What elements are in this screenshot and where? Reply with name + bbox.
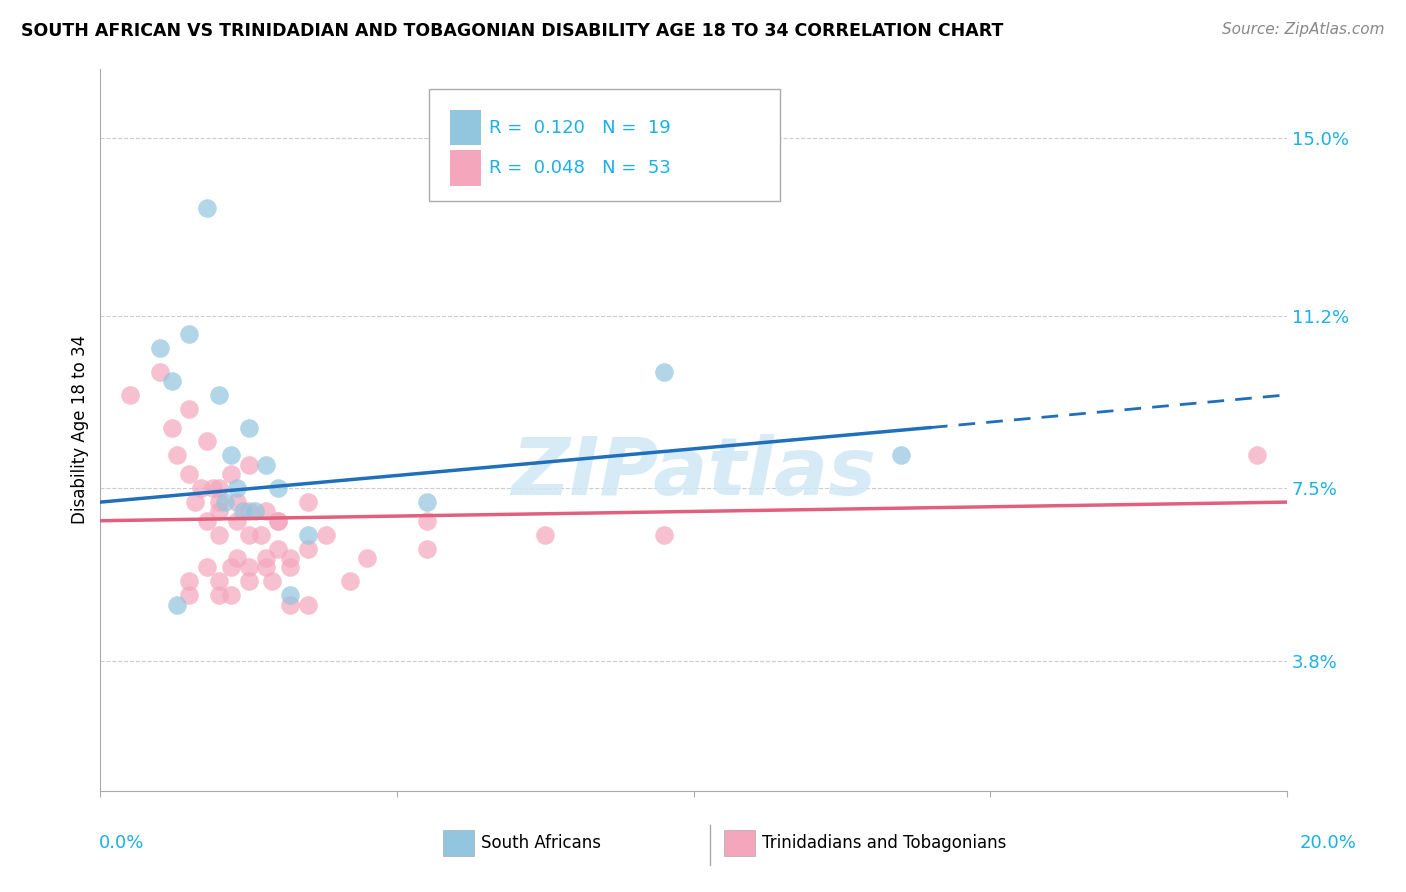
Point [160,420,183,434]
Point [149,365,172,379]
Point [208,588,231,602]
Point [225,514,247,528]
Point [208,504,231,518]
Point [267,481,290,495]
Point [238,458,260,472]
Point [238,504,260,518]
Point [267,514,290,528]
Point [339,574,361,589]
Point [278,560,301,574]
Point [278,598,301,612]
Point [267,541,290,556]
Point [179,467,201,482]
Point [297,495,319,509]
Point [315,527,337,541]
Text: SOUTH AFRICAN VS TRINIDADIAN AND TOBAGONIAN DISABILITY AGE 18 TO 34 CORRELATION : SOUTH AFRICAN VS TRINIDADIAN AND TOBAGON… [21,22,1004,40]
Point [166,598,188,612]
Point [652,527,675,541]
Point [1246,449,1268,463]
Y-axis label: Disability Age 18 to 34: Disability Age 18 to 34 [72,335,89,524]
Point [190,481,212,495]
Point [256,560,278,574]
Point [238,560,260,574]
Text: R =  0.120   N =  19: R = 0.120 N = 19 [489,119,671,136]
Point [195,434,218,449]
Point [208,388,231,402]
Point [208,527,231,541]
Point [160,374,183,388]
Point [534,527,557,541]
Point [267,514,290,528]
Point [256,458,278,472]
Point [249,527,271,541]
Point [219,449,242,463]
Point [195,202,218,216]
Text: R =  0.048   N =  53: R = 0.048 N = 53 [489,159,671,177]
Point [652,365,675,379]
Point [262,574,284,589]
Point [179,574,201,589]
Text: South Africans: South Africans [481,834,600,852]
Point [297,527,319,541]
Point [297,598,319,612]
Point [256,551,278,566]
Point [179,401,201,416]
Point [238,574,260,589]
Point [356,551,378,566]
Point [118,388,141,402]
Point [219,467,242,482]
Point [195,514,218,528]
Text: Source: ZipAtlas.com: Source: ZipAtlas.com [1222,22,1385,37]
Point [225,481,247,495]
Point [202,481,225,495]
Point [256,504,278,518]
Point [415,495,437,509]
Point [184,495,207,509]
Text: 20.0%: 20.0% [1301,834,1357,852]
Point [278,551,301,566]
Point [415,541,437,556]
Text: 0.0%: 0.0% [98,834,143,852]
Point [415,514,437,528]
Point [166,449,188,463]
Point [238,420,260,434]
Point [214,495,236,509]
Text: Trinidadians and Tobagonians: Trinidadians and Tobagonians [762,834,1007,852]
Text: ZIPatlas: ZIPatlas [512,434,876,512]
Point [195,560,218,574]
Point [232,504,254,518]
Point [225,495,247,509]
Point [243,504,266,518]
Point [179,327,201,342]
Point [179,588,201,602]
Point [278,588,301,602]
Point [238,527,260,541]
Point [219,588,242,602]
Point [149,341,172,355]
Point [225,551,247,566]
Point [297,541,319,556]
Point [219,560,242,574]
Point [208,481,231,495]
Point [890,449,912,463]
Point [208,574,231,589]
Point [208,495,231,509]
